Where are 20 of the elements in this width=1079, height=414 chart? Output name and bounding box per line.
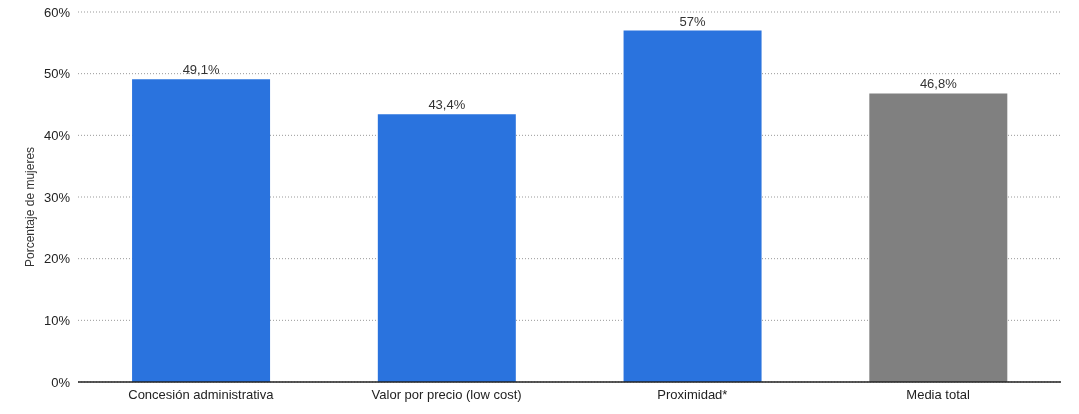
data-label: 46,8% <box>919 76 958 92</box>
y-axis-title: Porcentaje de mujeres <box>23 146 38 267</box>
y-tick-label: 20% <box>43 251 71 267</box>
bar <box>132 79 271 382</box>
y-tick-label: 50% <box>43 66 71 82</box>
y-tick-label: 10% <box>43 312 71 328</box>
x-tick-label: Media total <box>906 387 971 403</box>
y-tick-label: 40% <box>43 127 71 143</box>
bar <box>623 30 762 382</box>
data-label: 43,4% <box>428 97 466 113</box>
bar <box>377 114 516 382</box>
bar <box>869 93 1008 382</box>
x-tick-label: Proximidad* <box>657 387 728 403</box>
y-tick-label: 30% <box>43 189 71 205</box>
y-tick-label: 0% <box>51 374 71 390</box>
data-label: 57% <box>679 13 707 29</box>
y-tick-label: 60% <box>43 4 71 20</box>
x-tick-label: Concesión administrativa <box>128 387 275 403</box>
x-tick-label: Valor por precio (low cost) <box>371 387 522 403</box>
data-label: 49,1% <box>182 62 220 78</box>
